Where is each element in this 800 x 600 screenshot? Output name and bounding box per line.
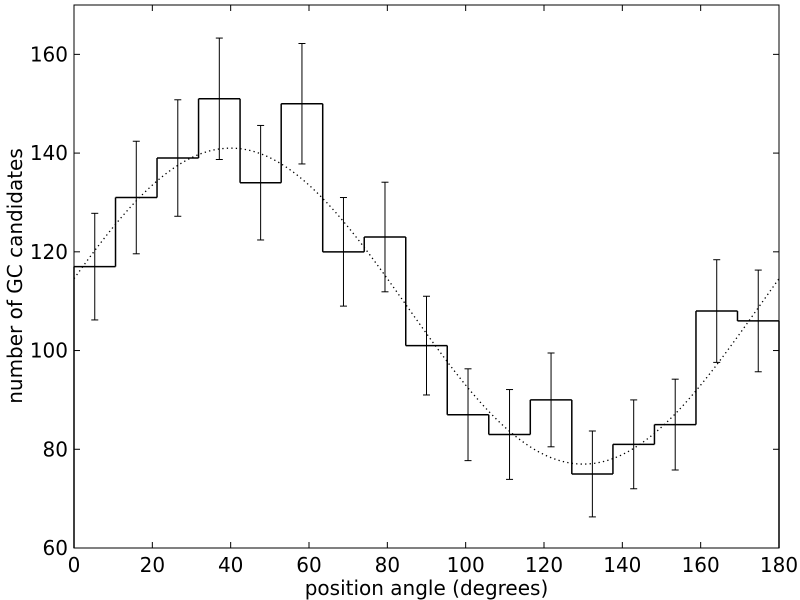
x-tick-label: 20 xyxy=(140,553,165,577)
y-axis-label: number of GC candidates xyxy=(3,148,27,404)
error-bar xyxy=(754,269,762,373)
error-bar xyxy=(506,389,514,480)
tick-layer: 0 20 40 60 80 100 120 140 160 180 60 80 100 120 140 160 xyxy=(30,5,798,577)
error-bar xyxy=(671,378,679,471)
x-tick-label: 140 xyxy=(603,553,641,577)
y-tick-label: 140 xyxy=(30,141,68,165)
y-tick-label: 160 xyxy=(30,42,68,66)
x-tick-label: 80 xyxy=(375,553,400,577)
x-tick-label: 40 xyxy=(218,553,243,577)
error-bar xyxy=(132,140,140,255)
error-bar xyxy=(174,99,182,217)
x-tick-label: 120 xyxy=(525,553,563,577)
plot-background xyxy=(74,5,779,548)
error-bar xyxy=(381,181,389,293)
error-bar xyxy=(464,368,472,462)
error-bar xyxy=(423,295,430,396)
error-bar xyxy=(257,124,265,241)
error-bar xyxy=(588,430,596,518)
fit-curve xyxy=(73,147,780,465)
errorbar-layer xyxy=(91,37,762,518)
error-bar xyxy=(547,352,555,448)
y-tick-label: 120 xyxy=(30,240,68,264)
plot-frame xyxy=(73,4,780,549)
x-tick-label: 60 xyxy=(296,553,321,577)
y-tick-label: 80 xyxy=(43,437,68,461)
error-bar xyxy=(339,197,347,307)
x-tick-label: 0 xyxy=(68,553,81,577)
x-tick-label: 180 xyxy=(760,553,798,577)
error-bar xyxy=(713,259,721,363)
y-tick-label: 100 xyxy=(30,339,68,363)
fit-curve-layer xyxy=(73,147,780,465)
error-bar xyxy=(298,43,306,165)
y-tick-label: 60 xyxy=(43,536,68,560)
error-bar xyxy=(630,399,638,490)
x-axis-label: position angle (degrees) xyxy=(305,576,549,600)
error-bar xyxy=(215,37,223,161)
x-tick-label: 160 xyxy=(682,553,720,577)
x-tick-label: 100 xyxy=(447,553,485,577)
error-bar xyxy=(91,212,99,321)
